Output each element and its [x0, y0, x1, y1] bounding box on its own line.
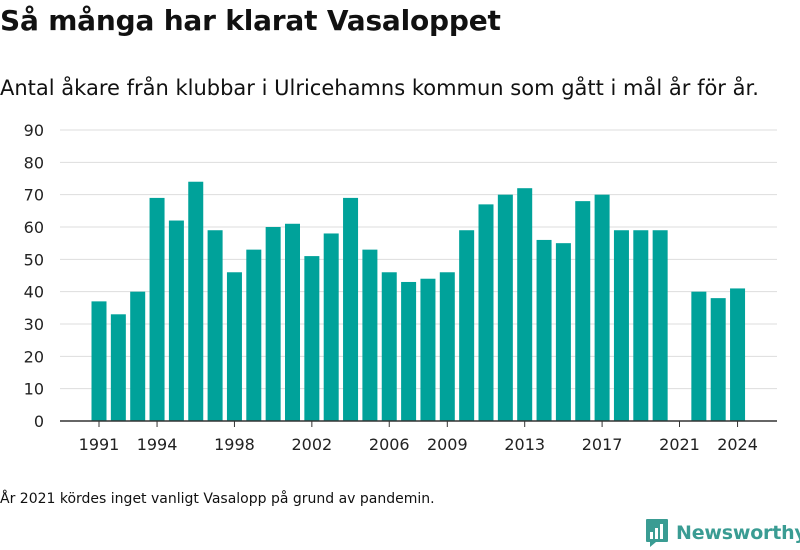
bar — [362, 249, 378, 421]
brand-name: Newsworthy — [676, 522, 800, 544]
bar — [265, 227, 281, 421]
newsworthy-logo-icon — [646, 519, 668, 547]
bar — [207, 230, 223, 421]
bar — [91, 301, 107, 421]
bar — [652, 230, 668, 421]
bar — [555, 243, 571, 421]
bar — [594, 194, 610, 421]
x-tick-label: 1998 — [214, 435, 255, 454]
bar — [478, 204, 494, 421]
bar — [575, 201, 591, 421]
bar — [633, 230, 649, 421]
y-tick-label: 90 — [24, 121, 44, 140]
y-tick-label: 40 — [24, 283, 44, 302]
bar — [710, 298, 726, 421]
x-tick-label: 1994 — [137, 435, 178, 454]
axes: 0 10 20 30 40 50 60 70 80 90 1991 1994 1998 2002 2006 2… — [24, 121, 777, 454]
bar — [497, 194, 513, 421]
bar — [343, 197, 359, 421]
chart-title: Så många har klarat Vasaloppet — [0, 4, 501, 37]
bar — [459, 230, 475, 421]
y-tick-label: 70 — [24, 186, 44, 205]
bar — [439, 272, 455, 421]
bar — [188, 181, 204, 421]
bar — [285, 223, 300, 421]
x-tick-label: 2013 — [504, 435, 545, 454]
bar — [149, 197, 165, 421]
bar — [304, 256, 320, 421]
y-tick-label: 10 — [24, 380, 44, 399]
chart-subtitle: Antal åkare från klubbar i Ulricehamns k… — [0, 76, 759, 100]
bars — [91, 181, 746, 421]
gridlines — [60, 129, 777, 390]
brand-logo: Newsworthy — [645, 518, 800, 548]
y-tick-label: 30 — [24, 315, 44, 334]
bar — [323, 233, 339, 421]
x-tick-label: 1991 — [79, 435, 120, 454]
bar — [130, 291, 146, 421]
bar — [420, 278, 436, 421]
y-tick-label: 60 — [24, 218, 44, 237]
bar — [401, 281, 417, 421]
footnote: År 2021 kördes inget vanligt Vasalopp på… — [0, 491, 435, 507]
bar — [226, 272, 242, 421]
bar — [168, 220, 184, 421]
bar-chart: 0 10 20 30 40 50 60 70 80 90 1991 1994 1998 2002 2006 2… — [24, 121, 777, 454]
bar — [381, 272, 397, 421]
x-tick-label: 2021 — [659, 435, 700, 454]
x-tick-label: 2006 — [369, 435, 410, 454]
y-tick-label: 20 — [24, 347, 44, 366]
bar — [730, 288, 746, 421]
bar — [246, 249, 262, 421]
bar — [613, 230, 629, 421]
x-tick-label: 2002 — [291, 435, 332, 454]
bar — [110, 314, 126, 421]
bar — [536, 239, 552, 421]
bar — [517, 188, 533, 421]
x-tick-label: 2024 — [717, 435, 758, 454]
x-tick-label: 2017 — [582, 435, 623, 454]
x-tick-label: 2009 — [427, 435, 468, 454]
y-tick-label: 0 — [34, 412, 44, 431]
bar — [691, 291, 707, 421]
y-tick-label: 50 — [24, 250, 44, 269]
y-tick-label: 80 — [24, 153, 44, 172]
